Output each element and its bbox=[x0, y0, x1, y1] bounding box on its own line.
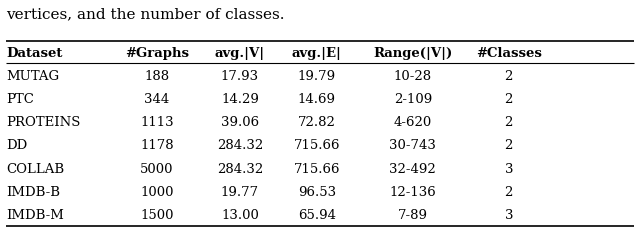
Text: 1178: 1178 bbox=[140, 139, 173, 152]
Text: 4-620: 4-620 bbox=[394, 116, 432, 128]
Text: 19.79: 19.79 bbox=[298, 69, 336, 82]
Text: 12-136: 12-136 bbox=[389, 185, 436, 198]
Text: 17.93: 17.93 bbox=[221, 69, 259, 82]
Text: COLLAB: COLLAB bbox=[6, 162, 65, 175]
Text: PROTEINS: PROTEINS bbox=[6, 116, 81, 128]
Text: 72.82: 72.82 bbox=[298, 116, 336, 128]
Text: vertices, and the number of classes.: vertices, and the number of classes. bbox=[6, 7, 285, 21]
Text: 96.53: 96.53 bbox=[298, 185, 336, 198]
Text: 1500: 1500 bbox=[140, 208, 173, 221]
Text: #Classes: #Classes bbox=[476, 46, 541, 59]
Text: 715.66: 715.66 bbox=[294, 162, 340, 175]
Text: Range(|V|): Range(|V|) bbox=[373, 46, 452, 59]
Text: IMDB-M: IMDB-M bbox=[6, 208, 64, 221]
Text: avg.|E|: avg.|E| bbox=[292, 46, 342, 59]
Text: 32-492: 32-492 bbox=[389, 162, 436, 175]
Text: 7-89: 7-89 bbox=[398, 208, 428, 221]
Text: 14.69: 14.69 bbox=[298, 92, 336, 105]
Text: 65.94: 65.94 bbox=[298, 208, 336, 221]
Text: avg.|V|: avg.|V| bbox=[215, 46, 265, 59]
Text: 2-109: 2-109 bbox=[394, 92, 432, 105]
Text: 39.06: 39.06 bbox=[221, 116, 259, 128]
Text: 2: 2 bbox=[504, 69, 513, 82]
Text: 2: 2 bbox=[504, 185, 513, 198]
Text: 10-28: 10-28 bbox=[394, 69, 432, 82]
Text: 284.32: 284.32 bbox=[217, 139, 263, 152]
Text: 30-743: 30-743 bbox=[389, 139, 436, 152]
Text: 2: 2 bbox=[504, 92, 513, 105]
Text: 14.29: 14.29 bbox=[221, 92, 259, 105]
Text: 1113: 1113 bbox=[140, 116, 173, 128]
Text: IMDB-B: IMDB-B bbox=[6, 185, 60, 198]
Text: 284.32: 284.32 bbox=[217, 162, 263, 175]
Text: 2: 2 bbox=[504, 116, 513, 128]
Text: 715.66: 715.66 bbox=[294, 139, 340, 152]
Text: 3: 3 bbox=[504, 162, 513, 175]
Text: #Graphs: #Graphs bbox=[125, 46, 189, 59]
Text: 188: 188 bbox=[144, 69, 170, 82]
Text: 2: 2 bbox=[504, 139, 513, 152]
Text: 19.77: 19.77 bbox=[221, 185, 259, 198]
Text: 5000: 5000 bbox=[140, 162, 173, 175]
Text: 1000: 1000 bbox=[140, 185, 173, 198]
Text: 3: 3 bbox=[504, 208, 513, 221]
Text: 344: 344 bbox=[144, 92, 170, 105]
Text: Dataset: Dataset bbox=[6, 46, 63, 59]
Text: DD: DD bbox=[6, 139, 28, 152]
Text: MUTAG: MUTAG bbox=[6, 69, 60, 82]
Text: 13.00: 13.00 bbox=[221, 208, 259, 221]
Text: PTC: PTC bbox=[6, 92, 35, 105]
